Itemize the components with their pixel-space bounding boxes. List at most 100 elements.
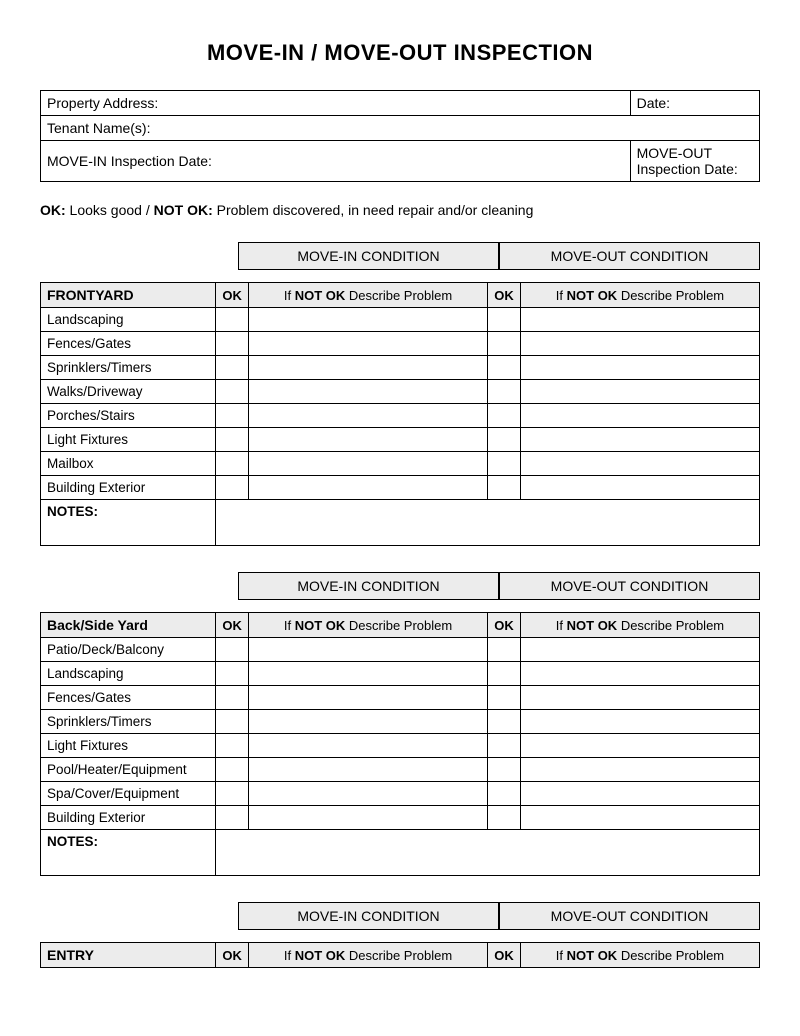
- ok-cell[interactable]: [488, 758, 521, 782]
- section-table: ENTRYOKIf NOT OK Describe ProblemOKIf NO…: [40, 942, 760, 968]
- ok-cell[interactable]: [488, 734, 521, 758]
- ok-cell[interactable]: [216, 332, 249, 356]
- ok-cell[interactable]: [216, 404, 249, 428]
- describe-cell[interactable]: [249, 356, 488, 380]
- describe-cell[interactable]: [520, 332, 759, 356]
- describe-cell[interactable]: [520, 638, 759, 662]
- moveout-date-cell[interactable]: MOVE-OUT Inspection Date:: [630, 141, 759, 182]
- ok-cell[interactable]: [488, 452, 521, 476]
- condition-header: MOVE-IN CONDITIONMOVE-OUT CONDITION: [40, 242, 760, 270]
- describe-cell[interactable]: [520, 356, 759, 380]
- ok-cell[interactable]: [216, 638, 249, 662]
- ok-cell[interactable]: [216, 686, 249, 710]
- item-name: Fences/Gates: [41, 686, 216, 710]
- describe-cell[interactable]: [520, 710, 759, 734]
- ok-cell[interactable]: [488, 380, 521, 404]
- describe-cell[interactable]: [249, 782, 488, 806]
- describe-cell[interactable]: [520, 806, 759, 830]
- ok-cell[interactable]: [216, 308, 249, 332]
- ok-cell[interactable]: [216, 380, 249, 404]
- describe-cell[interactable]: [520, 476, 759, 500]
- describe-cell[interactable]: [249, 452, 488, 476]
- ok-header: OK: [216, 283, 249, 308]
- ok-cell[interactable]: [488, 476, 521, 500]
- item-name: Fences/Gates: [41, 332, 216, 356]
- item-name: Building Exterior: [41, 476, 216, 500]
- item-name: Sprinklers/Timers: [41, 710, 216, 734]
- describe-cell[interactable]: [249, 476, 488, 500]
- notes-row: NOTES:: [41, 830, 760, 876]
- describe-cell[interactable]: [520, 758, 759, 782]
- ok-cell[interactable]: [488, 662, 521, 686]
- legend-ok-text: Looks good /: [66, 202, 154, 218]
- describe-cell[interactable]: [249, 734, 488, 758]
- describe-cell[interactable]: [249, 428, 488, 452]
- describe-cell[interactable]: [249, 686, 488, 710]
- table-row: Light Fixtures: [41, 428, 760, 452]
- ok-header: OK: [216, 943, 249, 968]
- notes-body[interactable]: [216, 500, 760, 546]
- describe-cell[interactable]: [520, 662, 759, 686]
- ok-cell[interactable]: [216, 782, 249, 806]
- property-address-cell[interactable]: Property Address:: [41, 91, 631, 116]
- ok-cell[interactable]: [488, 404, 521, 428]
- ok-cell[interactable]: [488, 332, 521, 356]
- ok-cell[interactable]: [488, 686, 521, 710]
- ok-cell[interactable]: [216, 710, 249, 734]
- info-table: Property Address: Date: Tenant Name(s): …: [40, 90, 760, 182]
- ok-cell[interactable]: [488, 308, 521, 332]
- ok-cell[interactable]: [488, 638, 521, 662]
- ok-cell[interactable]: [216, 356, 249, 380]
- table-row: Fences/Gates: [41, 686, 760, 710]
- item-name: Walks/Driveway: [41, 380, 216, 404]
- table-row: Sprinklers/Timers: [41, 710, 760, 734]
- ok-cell[interactable]: [488, 428, 521, 452]
- section-table: FRONTYARDOKIf NOT OK Describe ProblemOKI…: [40, 282, 760, 546]
- describe-cell[interactable]: [249, 662, 488, 686]
- table-row: Building Exterior: [41, 476, 760, 500]
- describe-cell[interactable]: [520, 404, 759, 428]
- notes-body[interactable]: [216, 830, 760, 876]
- ok-cell[interactable]: [216, 734, 249, 758]
- describe-cell[interactable]: [249, 710, 488, 734]
- describe-cell[interactable]: [520, 380, 759, 404]
- movein-date-cell[interactable]: MOVE-IN Inspection Date:: [41, 141, 631, 182]
- describe-header: If NOT OK Describe Problem: [520, 283, 759, 308]
- ok-cell[interactable]: [216, 758, 249, 782]
- describe-cell[interactable]: [249, 308, 488, 332]
- describe-cell[interactable]: [249, 806, 488, 830]
- movein-condition-header: MOVE-IN CONDITION: [238, 242, 499, 270]
- item-name: Light Fixtures: [41, 734, 216, 758]
- ok-cell[interactable]: [488, 710, 521, 734]
- movein-condition-header: MOVE-IN CONDITION: [238, 902, 499, 930]
- describe-cell[interactable]: [520, 782, 759, 806]
- ok-cell[interactable]: [216, 428, 249, 452]
- ok-cell[interactable]: [488, 806, 521, 830]
- ok-cell[interactable]: [216, 662, 249, 686]
- section-table: Back/Side YardOKIf NOT OK Describe Probl…: [40, 612, 760, 876]
- table-row: Porches/Stairs: [41, 404, 760, 428]
- item-name: Porches/Stairs: [41, 404, 216, 428]
- ok-header: OK: [216, 613, 249, 638]
- ok-cell[interactable]: [488, 356, 521, 380]
- describe-cell[interactable]: [249, 332, 488, 356]
- describe-cell[interactable]: [249, 380, 488, 404]
- tenant-names-cell[interactable]: Tenant Name(s):: [41, 116, 760, 141]
- ok-cell[interactable]: [488, 782, 521, 806]
- ok-cell[interactable]: [216, 806, 249, 830]
- describe-cell[interactable]: [520, 734, 759, 758]
- describe-cell[interactable]: [520, 686, 759, 710]
- ok-cell[interactable]: [216, 476, 249, 500]
- describe-cell[interactable]: [520, 308, 759, 332]
- describe-cell[interactable]: [249, 758, 488, 782]
- item-name: Spa/Cover/Equipment: [41, 782, 216, 806]
- item-name: Landscaping: [41, 308, 216, 332]
- describe-cell[interactable]: [520, 428, 759, 452]
- describe-cell[interactable]: [520, 452, 759, 476]
- ok-cell[interactable]: [216, 452, 249, 476]
- table-row: Patio/Deck/Balcony: [41, 638, 760, 662]
- describe-cell[interactable]: [249, 638, 488, 662]
- date-cell[interactable]: Date:: [630, 91, 759, 116]
- table-row: Building Exterior: [41, 806, 760, 830]
- describe-cell[interactable]: [249, 404, 488, 428]
